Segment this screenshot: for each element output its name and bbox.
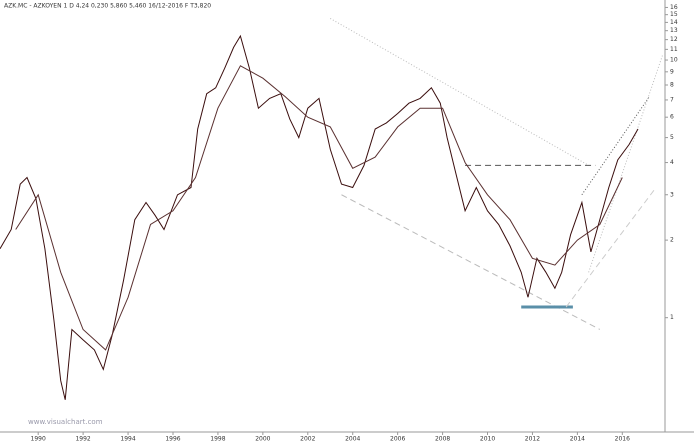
y-tick-label: 16 [670, 4, 678, 11]
y-tick-label: 10 [670, 57, 678, 64]
y-tick-label: 15 [670, 11, 678, 18]
y-tick-label: 5 [670, 134, 674, 141]
x-tick-label: 2004 [345, 436, 360, 443]
x-tick-label: 2012 [525, 436, 540, 443]
x-tick-label: 1998 [210, 436, 225, 443]
x-tick-label: 2014 [570, 436, 585, 443]
x-tick-label: 1996 [165, 436, 180, 443]
x-tick-label: 2002 [300, 436, 315, 443]
y-tick-label: 11 [670, 46, 678, 53]
price-line [15, 65, 623, 351]
y-tick-label: 14 [670, 19, 678, 26]
x-tick-label: 2008 [435, 436, 450, 443]
y-tick-label: 13 [670, 27, 678, 34]
y-tick-label: 1 [670, 314, 674, 321]
y-tick-label: 3 [670, 191, 674, 198]
y-tick-label: 8 [670, 82, 674, 89]
header: AZK.MC - AZKOYEN 1 D 4,24 0,230 5,860 5,… [4, 3, 211, 10]
y-tick-label: 6 [670, 114, 674, 121]
y-tick-label: 2 [670, 237, 674, 244]
y-tick-label: 4 [670, 159, 674, 166]
x-tick-label: 2006 [390, 436, 405, 443]
trend-line [565, 187, 657, 308]
y-tick-label: 9 [670, 68, 674, 75]
x-tick-label: 2000 [255, 436, 270, 443]
price-line [0, 34, 639, 400]
x-tick-label: 1990 [31, 436, 46, 443]
x-tick-label: 2010 [480, 436, 495, 443]
y-tick-label: 12 [670, 36, 678, 43]
y-tick-label: 7 [670, 96, 674, 103]
trend-line [581, 96, 650, 196]
x-tick-label: 1992 [75, 436, 90, 443]
x-tick-label: 2016 [615, 436, 630, 443]
x-tick-label: 1994 [120, 436, 135, 443]
watermark: www.visualchart.com [28, 418, 103, 426]
